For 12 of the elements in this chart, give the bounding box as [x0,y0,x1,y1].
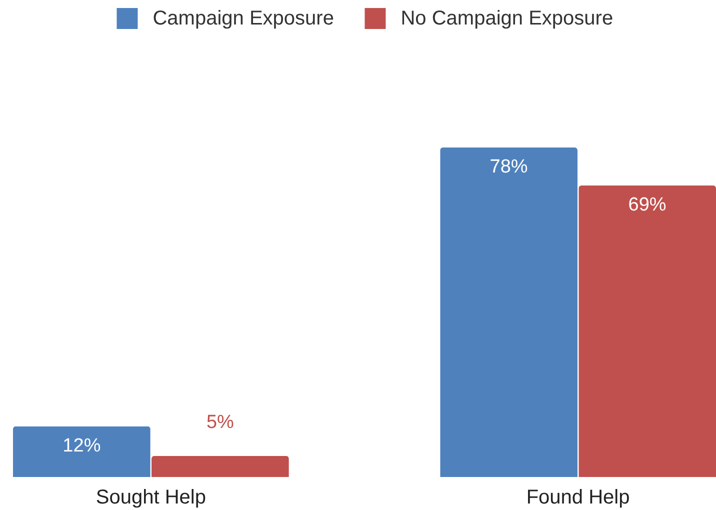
bar [578,185,716,477]
data-label: 78% [490,156,528,178]
bar [13,426,150,477]
data-label: 5% [206,412,234,433]
legend-label: Campaign Exposure [152,8,334,30]
bar [440,147,578,477]
data-label: 69% [628,194,666,216]
legend-label: No Campaign Exposure [400,8,614,30]
data-label: 12% [62,435,101,456]
x-tick-label: Sought Help [96,486,206,508]
bar [152,456,289,477]
x-tick-label: Found Help [526,486,630,508]
